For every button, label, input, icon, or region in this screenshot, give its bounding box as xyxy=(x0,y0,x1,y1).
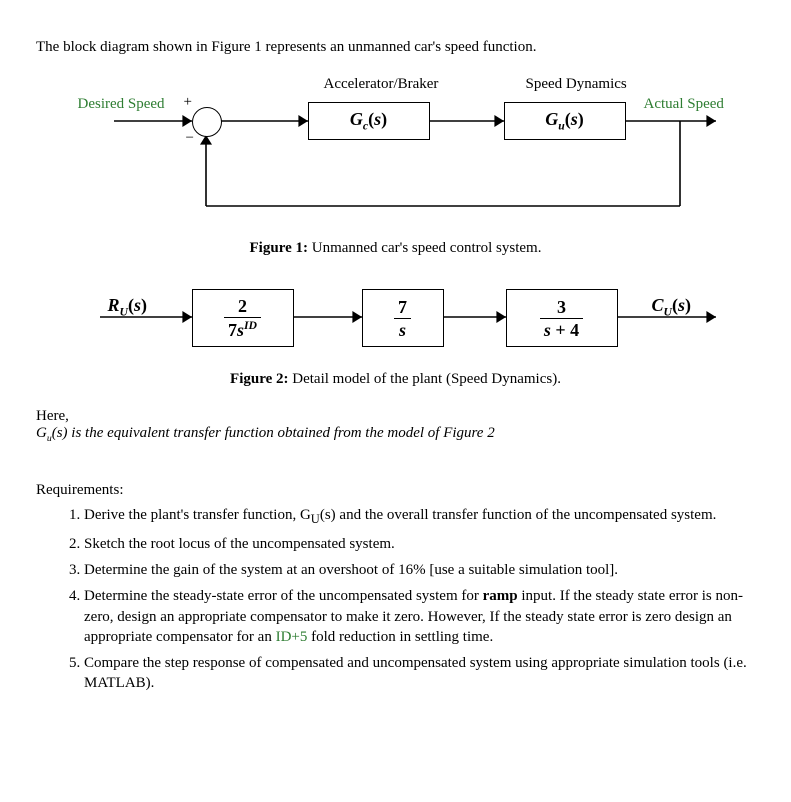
figure-1: Gc(s) Gu(s) Desired Speed Actual Speed Accel… xyxy=(56,66,736,226)
figure-2-caption: Figure 2: Detail model of the plant (Spe… xyxy=(36,371,755,388)
requirement-item: Compare the step response of compensated… xyxy=(84,653,755,694)
intro-text: The block diagram shown in Figure 1 repr… xyxy=(36,39,755,56)
sum-plus: + xyxy=(184,94,192,111)
label-speed-dynamics: Speed Dynamics xyxy=(526,76,627,93)
requirement-item: Determine the steady-state error of the … xyxy=(84,586,755,647)
figure-1-caption-bold: Figure 1: xyxy=(250,240,308,256)
label-actual-speed: Actual Speed xyxy=(644,96,724,113)
requirement-item: Determine the gain of the system at an o… xyxy=(84,560,755,580)
requirements-list: Derive the plant's transfer function, GU… xyxy=(36,505,755,694)
requirement-item: Sketch the root locus of the uncompensat… xyxy=(84,534,755,554)
label-ru: RU(s) xyxy=(108,295,147,319)
sum-minus: − xyxy=(186,130,194,147)
label-cu: CU(s) xyxy=(652,295,691,319)
figure-2-caption-rest: Detail model of the plant (Speed Dynamic… xyxy=(289,371,561,387)
block-2: 7s xyxy=(362,289,444,347)
label-accelerator: Accelerator/Braker xyxy=(324,76,439,93)
figure-2: 27sID 7s 3s + 4 RU(s) CU(s) xyxy=(56,277,736,357)
figure-2-caption-bold: Figure 2: xyxy=(230,371,288,387)
requirement-item: Derive the plant's transfer function, GU… xyxy=(84,505,755,528)
label-desired-speed: Desired Speed xyxy=(78,96,165,113)
here-section: Here, Gu(s) is the equivalent transfer f… xyxy=(36,408,755,444)
here-equation: Gu(s) is the equivalent transfer functio… xyxy=(36,425,755,444)
summing-junction xyxy=(192,107,222,137)
requirements-heading: Requirements: xyxy=(36,482,755,499)
block-gu: Gu(s) xyxy=(504,102,626,140)
figure-1-caption-rest: Unmanned car's speed control system. xyxy=(308,240,541,256)
figure-1-caption: Figure 1: Unmanned car's speed control s… xyxy=(36,240,755,257)
block-3: 3s + 4 xyxy=(506,289,618,347)
block-1: 27sID xyxy=(192,289,294,347)
block-gc: Gc(s) xyxy=(308,102,430,140)
here-label: Here, xyxy=(36,408,755,425)
